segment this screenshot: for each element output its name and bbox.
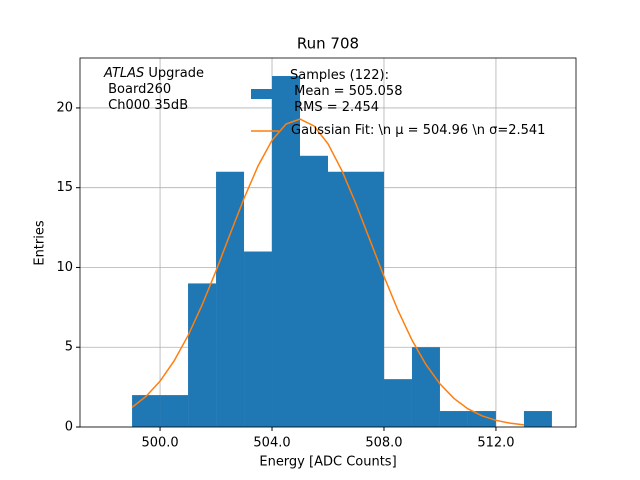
plot-frame — [79, 57, 577, 428]
bar — [355, 171, 384, 427]
chart-title: Run 708 — [297, 35, 359, 53]
bar — [523, 411, 552, 427]
bar — [244, 251, 273, 427]
x-tick-label: 512.0 — [477, 436, 514, 451]
fit-line — [131, 118, 525, 426]
bar — [160, 395, 189, 427]
legend-label: Gaussian Fit: \n μ = 504.96 \n σ=2.541 — [291, 123, 546, 138]
bar — [300, 155, 328, 428]
bar — [328, 171, 356, 427]
y-tick-label: 20 — [56, 100, 73, 115]
legend-swatch — [251, 89, 279, 99]
bar — [188, 283, 217, 427]
x-tick-label: 504.0 — [253, 436, 290, 451]
y-axis-label: Entries — [33, 220, 48, 266]
annotation: ATLAS Upgrade Board260 Ch000 35dB — [104, 66, 204, 114]
x-tick-label: 508.0 — [365, 436, 402, 451]
bar — [411, 347, 440, 427]
bar — [383, 379, 412, 427]
legend-label: Samples (122): Mean = 505.058 RMS = 2.45… — [290, 68, 403, 115]
annotation-emphasis: ATLAS — [104, 66, 145, 81]
y-tick-label: 15 — [56, 180, 73, 195]
y-tick-label: 0 — [65, 420, 73, 435]
bar — [439, 411, 468, 427]
bar — [132, 395, 161, 427]
annotation-text: Upgrade Board260 Ch000 35dB — [108, 66, 204, 113]
y-tick-label: 10 — [56, 260, 73, 275]
x-tick-label: 500.0 — [141, 436, 178, 451]
bar — [467, 411, 496, 427]
x-axis-label: Energy [ADC Counts] — [259, 455, 396, 470]
y-tick-label: 5 — [65, 340, 73, 355]
bar — [216, 171, 245, 427]
